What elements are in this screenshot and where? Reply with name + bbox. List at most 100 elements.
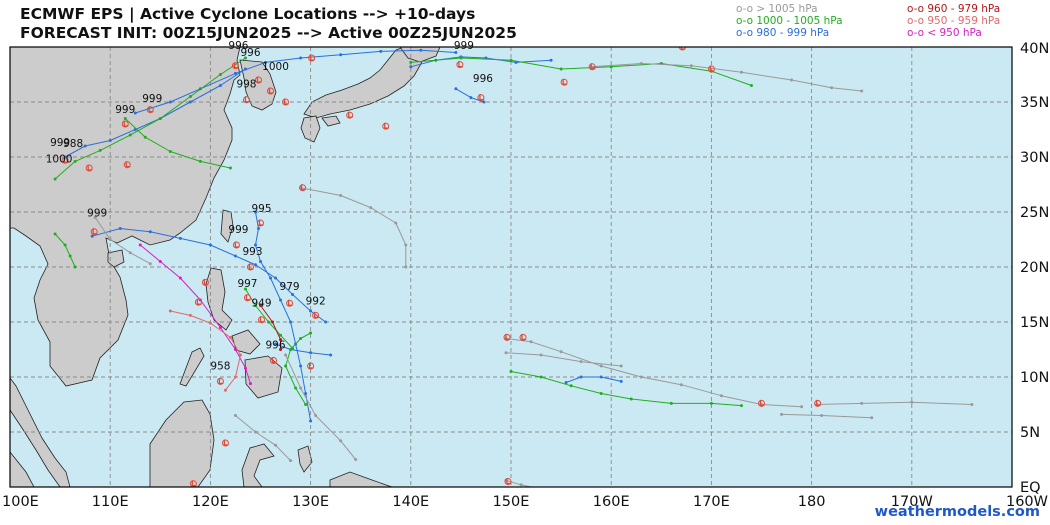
track-point <box>108 139 112 142</box>
track-point <box>138 243 142 247</box>
storm-symbol <box>121 120 129 128</box>
track-point <box>409 60 413 64</box>
asia-mainland <box>10 47 241 387</box>
track-point <box>188 100 192 104</box>
track-point <box>289 459 293 463</box>
storm-symbol <box>194 298 202 306</box>
kyushu <box>300 115 321 143</box>
track-point <box>253 430 257 434</box>
track-point <box>800 405 804 409</box>
borneo <box>149 399 215 487</box>
track-point <box>267 320 271 324</box>
storm-track <box>285 332 311 405</box>
track-point <box>248 382 252 386</box>
track-point <box>509 370 513 373</box>
track-point <box>158 260 162 263</box>
track-point <box>599 375 603 379</box>
track-point <box>299 56 303 60</box>
storm-symbol <box>307 362 315 370</box>
sumatra <box>10 451 35 487</box>
storm-symbol <box>201 278 209 286</box>
track-point <box>178 276 182 280</box>
track-point <box>274 276 278 280</box>
storm-symbol <box>242 96 250 104</box>
track-point <box>188 313 192 317</box>
storm-symbol <box>258 316 266 324</box>
storm-symbol <box>477 94 485 102</box>
track-point <box>259 260 262 263</box>
legend-item-950-959: o-o 950 - 959 hPa <box>907 15 1001 27</box>
credit-link[interactable]: weathermodels.com <box>874 504 1040 520</box>
track-point <box>559 67 563 71</box>
x-tick-label: 160W <box>1006 494 1048 510</box>
track-point <box>404 265 408 269</box>
track-point <box>540 488 543 491</box>
storm-symbol <box>243 294 251 302</box>
track-point <box>198 159 202 163</box>
y-tick-label: 20N <box>1020 260 1049 276</box>
track-point <box>609 65 613 69</box>
storm-symbol <box>85 164 93 172</box>
pressure-label: 999 <box>142 93 162 105</box>
track-point <box>279 348 283 351</box>
track-point <box>579 360 583 364</box>
x-tick-label: 170E <box>693 494 730 510</box>
track-point <box>599 364 603 368</box>
x-tick-label: 130E <box>292 494 329 510</box>
storm-symbol <box>270 357 278 364</box>
pressure-label: 999 <box>50 137 70 149</box>
track-point <box>519 483 523 487</box>
track-point <box>739 404 743 408</box>
storm-track <box>565 376 622 383</box>
pressure-label: 1000 <box>46 154 73 166</box>
pressure-label: 993 <box>242 246 262 258</box>
track-point <box>299 337 303 340</box>
track-point <box>619 364 623 368</box>
storm-symbol <box>758 399 765 407</box>
storm-symbol <box>588 63 596 71</box>
track-point <box>168 100 172 104</box>
pressure-label: 949 <box>251 298 271 310</box>
track-point <box>629 397 633 401</box>
y-tick-label: 25N <box>1020 205 1049 221</box>
storm-symbol <box>456 61 464 69</box>
pressure-label: 995 <box>251 203 271 215</box>
track-point <box>689 64 693 68</box>
track-point <box>243 287 247 291</box>
track-point <box>564 381 568 384</box>
track-point <box>830 86 834 90</box>
track-point <box>709 401 713 405</box>
track-point <box>309 419 313 423</box>
storm-symbol <box>503 333 511 341</box>
track-point <box>394 221 398 225</box>
track-point <box>63 243 67 247</box>
track-point <box>309 331 313 335</box>
storm-track <box>54 233 76 268</box>
storm-track <box>505 352 622 367</box>
track-point <box>639 375 643 379</box>
track-point <box>98 148 102 152</box>
track-point <box>569 384 573 388</box>
track-point <box>243 67 247 71</box>
track-point <box>324 320 328 324</box>
track-point <box>208 243 212 247</box>
y-tick-label: 10N <box>1020 370 1049 386</box>
storm-symbol <box>707 65 715 73</box>
track-point <box>274 443 278 447</box>
track-point <box>860 89 864 93</box>
track-point <box>539 353 543 357</box>
storm-symbol <box>678 47 686 51</box>
track-point <box>118 227 122 230</box>
track-point <box>619 379 623 383</box>
track-point <box>53 177 57 181</box>
y-tick-label: 35N <box>1020 95 1049 111</box>
track-point <box>299 364 303 368</box>
pressure-label: 988 <box>63 138 83 150</box>
pressure-label: 1000 <box>262 61 289 73</box>
track-point <box>539 375 543 379</box>
pressure-label: 992 <box>306 295 326 307</box>
track-point <box>749 84 753 87</box>
track-point <box>379 49 383 53</box>
track-point <box>279 298 283 302</box>
sulawesi <box>241 443 275 487</box>
